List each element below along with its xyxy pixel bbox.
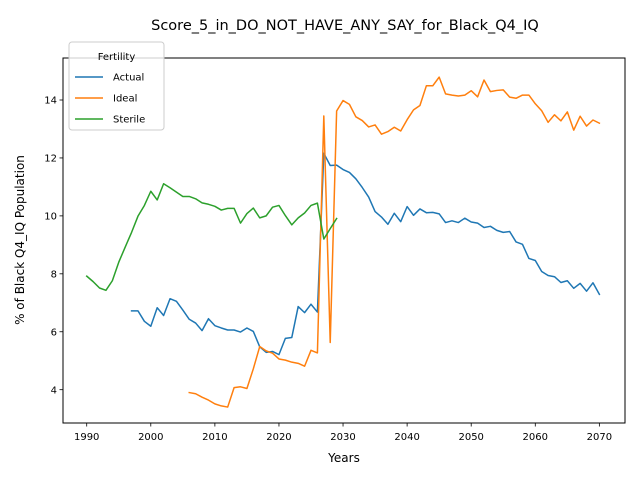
y-tick-label: 12 <box>44 154 57 165</box>
x-tick-label: 2060 <box>523 432 548 443</box>
y-axis-label: % of Black Q4_IQ Population <box>13 155 27 325</box>
x-tick-label: 1990 <box>74 432 99 443</box>
x-axis-ticks: 1990 2000 2010 2020 2030 2040 2050 2060 2070 <box>74 423 612 443</box>
series-line-sterile <box>85 182 338 292</box>
legend-label-sterile: Sterile <box>113 115 145 126</box>
y-tick-label: 10 <box>44 211 57 222</box>
legend-box <box>68 41 165 131</box>
axes-frame <box>62 57 626 424</box>
series-layer <box>85 76 601 408</box>
y-tick-label: 8 <box>51 269 57 280</box>
x-tick-label: 2030 <box>330 432 355 443</box>
x-tick-label: 2050 <box>458 432 483 443</box>
x-axis-label: Years <box>327 451 360 465</box>
x-tick-label: 2010 <box>202 432 227 443</box>
legend-label-ideal: Ideal <box>113 94 137 105</box>
y-axis-ticks: 4 6 8 10 12 14 <box>44 96 63 396</box>
plot-area: 1990 2000 2010 2020 2030 2040 2050 2060 2070 4 6 8… <box>44 57 626 443</box>
legend-title: Fertility <box>98 52 136 63</box>
y-tick-label: 14 <box>44 96 57 107</box>
series-line-ideal <box>188 76 601 408</box>
series-line-actual <box>130 152 601 356</box>
x-tick-label: 2040 <box>394 432 419 443</box>
legend-label-actual: Actual <box>113 73 144 84</box>
chart-title: Score_5_in_DO_NOT_HAVE_ANY_SAY_for_Black… <box>151 18 539 34</box>
x-tick-label: 2000 <box>138 432 163 443</box>
y-tick-label: 4 <box>51 385 57 396</box>
y-tick-label: 6 <box>51 327 57 338</box>
legend: Fertility Actual Ideal Sterile <box>68 41 165 131</box>
x-tick-label: 2070 <box>587 432 612 443</box>
x-tick-label: 2020 <box>266 432 291 443</box>
